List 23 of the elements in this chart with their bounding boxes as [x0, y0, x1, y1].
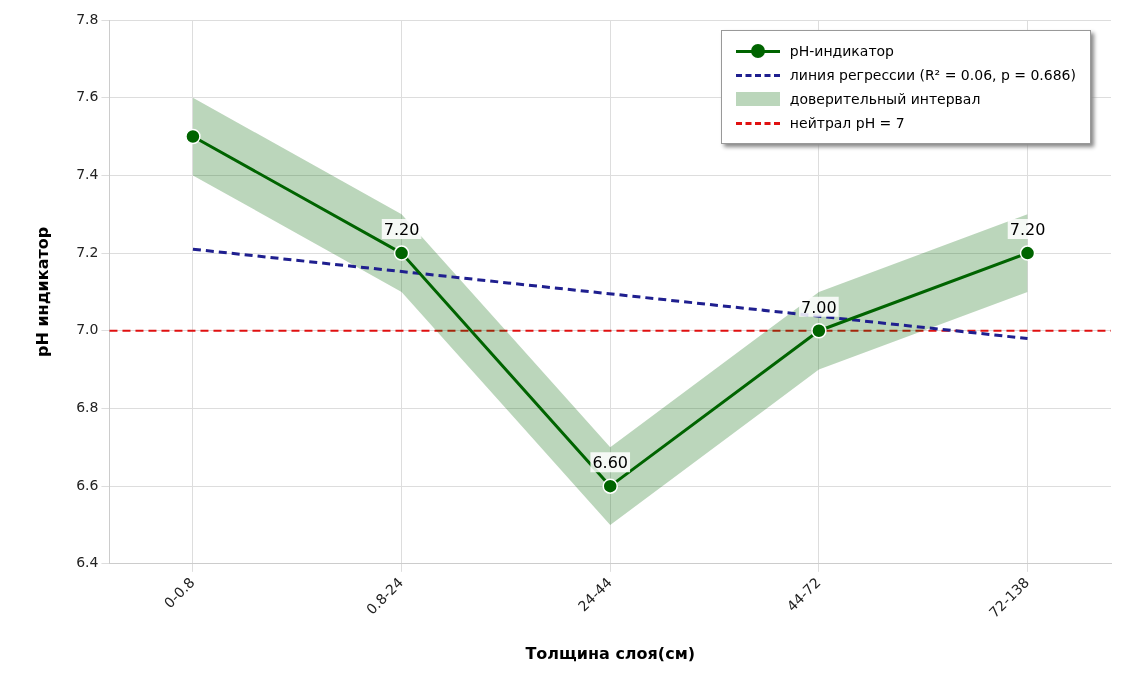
data-label: 6.60 [592, 453, 629, 473]
y-tick-label: 6.8 [76, 399, 99, 416]
y-tick-label: 7.4 [76, 166, 99, 183]
x-axis-title: Толщина слоя(см) [525, 643, 696, 663]
y-tick-label: 6.4 [76, 554, 99, 571]
point [811, 323, 827, 339]
y-tick-label: 7.6 [76, 88, 99, 105]
y-tick-label: 7.8 [76, 10, 99, 27]
data-label: 7.20 [1009, 220, 1046, 240]
point [185, 128, 201, 145]
legend-label: pH-индикатор [789, 43, 894, 59]
data-label: 7.20 [383, 220, 420, 240]
legend-label: линия регрессии (R² = 0.06, p = 0.686) [789, 67, 1076, 83]
data-label: 7.00 [801, 297, 837, 317]
y-tick-label: 7.2 [76, 243, 99, 260]
point [393, 245, 410, 261]
point [602, 478, 618, 494]
y-axis-title: pH индикатор [32, 226, 52, 358]
y-tick-label: 6.6 [76, 476, 99, 493]
legend-label: нейтрал pH = 7 [789, 115, 905, 131]
annotation: доверительный интервал [789, 91, 981, 107]
y-tick-label: 7.0 [76, 321, 99, 338]
point [1019, 245, 1036, 261]
